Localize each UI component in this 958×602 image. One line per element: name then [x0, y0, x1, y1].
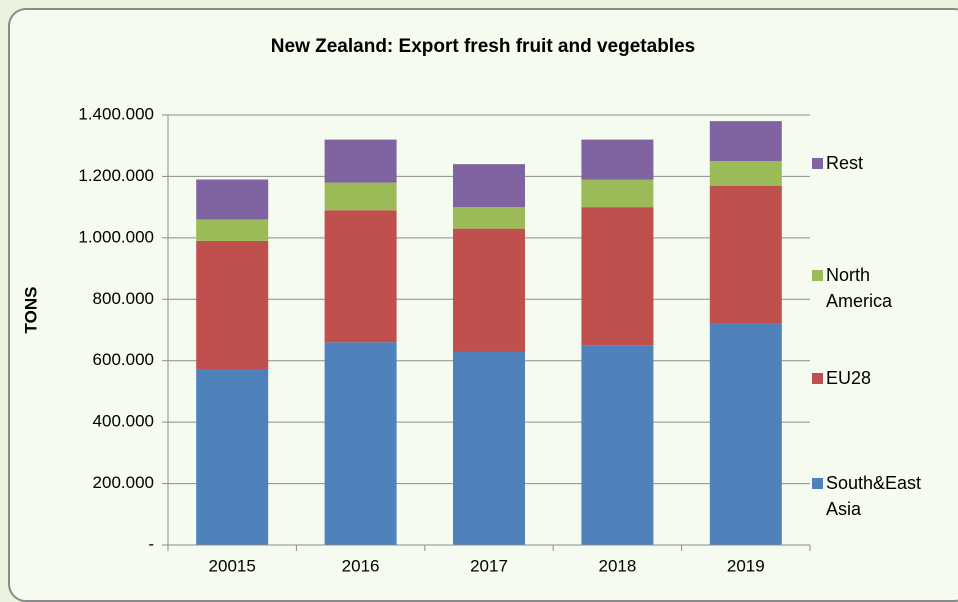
- y-tick-label: 1.400.000: [78, 104, 154, 123]
- legend-swatch: [812, 158, 823, 169]
- bar-segment: [196, 240, 269, 370]
- bar-segment: [324, 182, 397, 211]
- legend-item: Rest: [812, 150, 932, 176]
- legend-swatch: [812, 478, 823, 489]
- y-tick-label: 1.000.000: [78, 227, 154, 246]
- y-tick-label: 400.000: [93, 412, 154, 431]
- y-tick-label: 1.200.000: [78, 166, 154, 185]
- bar-segment: [453, 207, 525, 229]
- x-tick-label: 20015: [209, 556, 256, 575]
- legend-label: EU28: [826, 368, 872, 388]
- bar-segment: [581, 179, 654, 208]
- legend-item: EU28: [812, 365, 932, 391]
- legend-swatch: [812, 373, 823, 384]
- legend-label: North America: [826, 265, 893, 311]
- bar-segment: [196, 369, 269, 545]
- y-tick-label: 800.000: [93, 289, 154, 308]
- bar-segment: [453, 164, 525, 208]
- bar-segment: [196, 179, 269, 220]
- legend-swatch: [812, 270, 823, 281]
- x-tick-label: 2019: [727, 556, 765, 575]
- chart-title: New Zealand: Export fresh fruit and vege…: [271, 36, 695, 57]
- bar-segment: [709, 161, 782, 186]
- legend-label: Rest: [826, 153, 864, 173]
- bar-segment: [453, 228, 525, 352]
- bar-segment: [709, 185, 782, 324]
- x-tick-label: 2018: [598, 556, 636, 575]
- bar-segment: [324, 139, 397, 183]
- bar-segment: [709, 121, 782, 162]
- y-axis-label: TONS: [21, 287, 40, 334]
- y-tick-label: 200.000: [93, 473, 154, 492]
- bar-segment: [581, 139, 654, 180]
- bar-segment: [709, 323, 782, 545]
- legend-item: South&East Asia: [812, 470, 932, 522]
- y-tick-label: -: [148, 534, 154, 553]
- x-tick-label: 2017: [470, 556, 508, 575]
- bar-segment: [324, 342, 397, 545]
- bar-segment: [324, 210, 397, 343]
- bar-segment: [196, 219, 269, 241]
- bar-segment: [581, 207, 654, 346]
- y-tick-label: 600.000: [93, 350, 154, 369]
- legend-item: North America: [812, 262, 932, 314]
- x-tick-label: 2016: [342, 556, 380, 575]
- chart: New Zealand: Export fresh fruit and vege…: [21, 36, 811, 575]
- legend-label: South&East Asia: [826, 473, 922, 519]
- bar-segment: [453, 351, 525, 545]
- bar-segment: [581, 345, 654, 545]
